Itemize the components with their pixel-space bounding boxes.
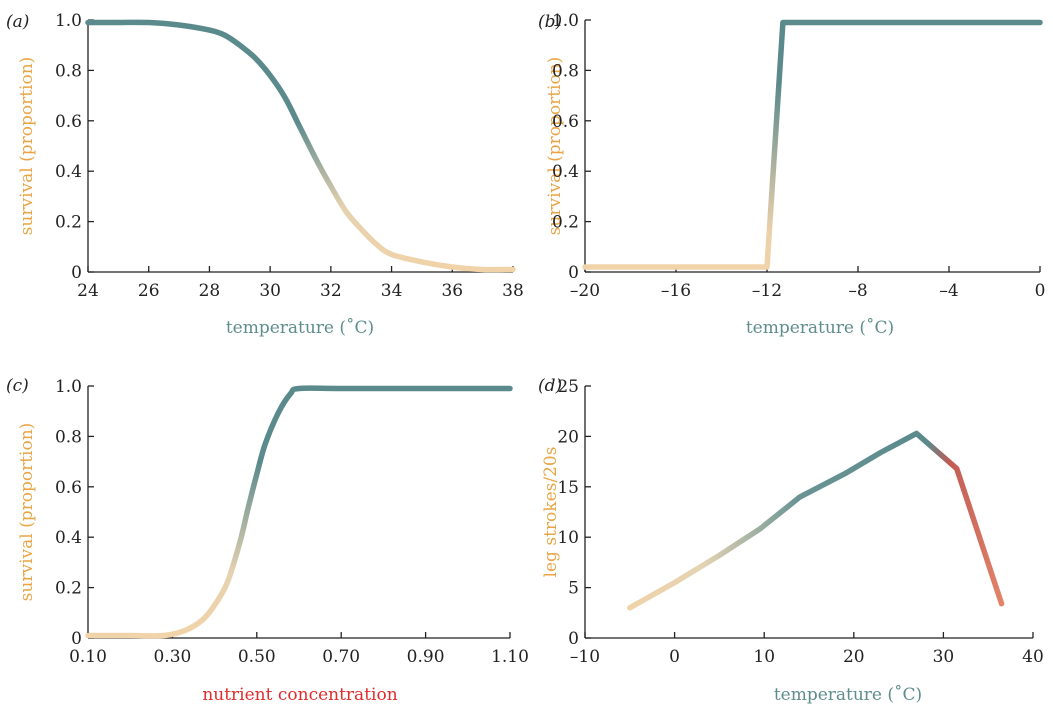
x-axis-label-c: nutrient concentration	[202, 685, 397, 705]
x-tick-label-d: 40	[1022, 647, 1044, 667]
y-tick-label-a: 0.6	[55, 112, 82, 132]
y-tick-label-d: 20	[557, 427, 579, 447]
x-tick-label-b: –20	[570, 281, 600, 301]
x-tick-label-a: 38	[502, 281, 524, 301]
panel-label-d: (d)	[538, 376, 562, 396]
y-tick-label-b: 0	[568, 263, 579, 283]
y-tick-label-a: 0.4	[55, 162, 82, 182]
x-tick-label-d: –10	[570, 647, 600, 667]
y-tick-label-d: 25	[557, 377, 579, 397]
x-tick-label-a: 34	[381, 281, 403, 301]
y-tick-label-b: 0.6	[552, 112, 579, 132]
panel-label-a: (a)	[6, 12, 29, 32]
series-line-c	[85, 385, 513, 639]
panel-label-c: (c)	[6, 376, 29, 396]
x-tick-label-c: 0.10	[69, 647, 107, 667]
x-tick-label-b: 0	[1035, 281, 1046, 301]
y-tick-label-b: 0.2	[552, 213, 579, 233]
x-tick-label-d: 20	[843, 647, 865, 667]
x-tick-label-d: 10	[753, 647, 775, 667]
y-tick-label-c: 0.2	[55, 579, 82, 599]
y-tick-label-c: 1.0	[55, 377, 82, 397]
panel-label-b: (b)	[538, 12, 562, 32]
y-tick-label-a: 0	[71, 263, 82, 283]
series-line-d	[627, 430, 1005, 611]
x-axis-label-a: temperature (˚C)	[226, 318, 374, 338]
series-line-a	[85, 19, 516, 273]
x-tick-label-c: 0.50	[238, 647, 276, 667]
panel-c: (c) survival (proportion) nutrient conce…	[6, 376, 529, 705]
x-tick-label-b: –12	[752, 281, 782, 301]
x-tick-label-b: –4	[939, 281, 958, 301]
y-tick-label-d: 5	[568, 579, 579, 599]
y-tick-label-c: 0.6	[55, 478, 82, 498]
x-tick-label-a: 36	[441, 281, 463, 301]
x-tick-label-a: 26	[138, 281, 160, 301]
x-tick-label-d: 30	[933, 647, 955, 667]
x-tick-label-a: 28	[199, 281, 221, 301]
y-axis-label-b: survival (proportion)	[545, 57, 565, 236]
y-tick-label-a: 0.8	[55, 61, 82, 81]
x-tick-label-c: 0.30	[153, 647, 191, 667]
y-tick-label-a: 0.2	[55, 213, 82, 233]
x-tick-label-b: –8	[848, 281, 867, 301]
y-tick-label-c: 0.8	[55, 427, 82, 447]
y-tick-label-b: 0.8	[552, 61, 579, 81]
x-tick-label-d: 0	[669, 647, 680, 667]
series-line-b	[582, 19, 1043, 270]
y-axis-label-c: survival (proportion)	[17, 423, 37, 602]
y-tick-label-b: 0.4	[552, 162, 579, 182]
x-tick-label-c: 0.90	[407, 647, 445, 667]
y-tick-label-d: 15	[557, 478, 579, 498]
y-tick-label-a: 1.0	[55, 11, 82, 31]
y-tick-label-b: 1.0	[552, 11, 579, 31]
y-tick-label-c: 0	[71, 629, 82, 649]
x-axis-label-b: temperature (˚C)	[746, 318, 894, 338]
y-tick-label-d: 0	[568, 629, 579, 649]
x-tick-label-a: 32	[320, 281, 342, 301]
x-tick-label-a: 30	[259, 281, 281, 301]
x-tick-label-b: –16	[661, 281, 691, 301]
y-axis-label-a: survival (proportion)	[17, 57, 37, 236]
y-tick-label-d: 10	[557, 528, 579, 548]
panel-b: (b) survival (proportion) temperature (˚…	[538, 11, 1045, 338]
panel-d: (d) leg strokes/20s temperature (˚C) –10…	[538, 376, 1044, 705]
panel-a: (a) survival (proportion) temperature (˚…	[6, 11, 524, 338]
y-axis-label-d: leg strokes/20s	[541, 447, 561, 578]
x-axis-label-d: temperature (˚C)	[774, 685, 922, 705]
x-tick-label-a: 24	[77, 281, 99, 301]
x-tick-label-c: 1.10	[491, 647, 529, 667]
y-tick-label-c: 0.4	[55, 528, 82, 548]
x-tick-label-c: 0.70	[322, 647, 360, 667]
